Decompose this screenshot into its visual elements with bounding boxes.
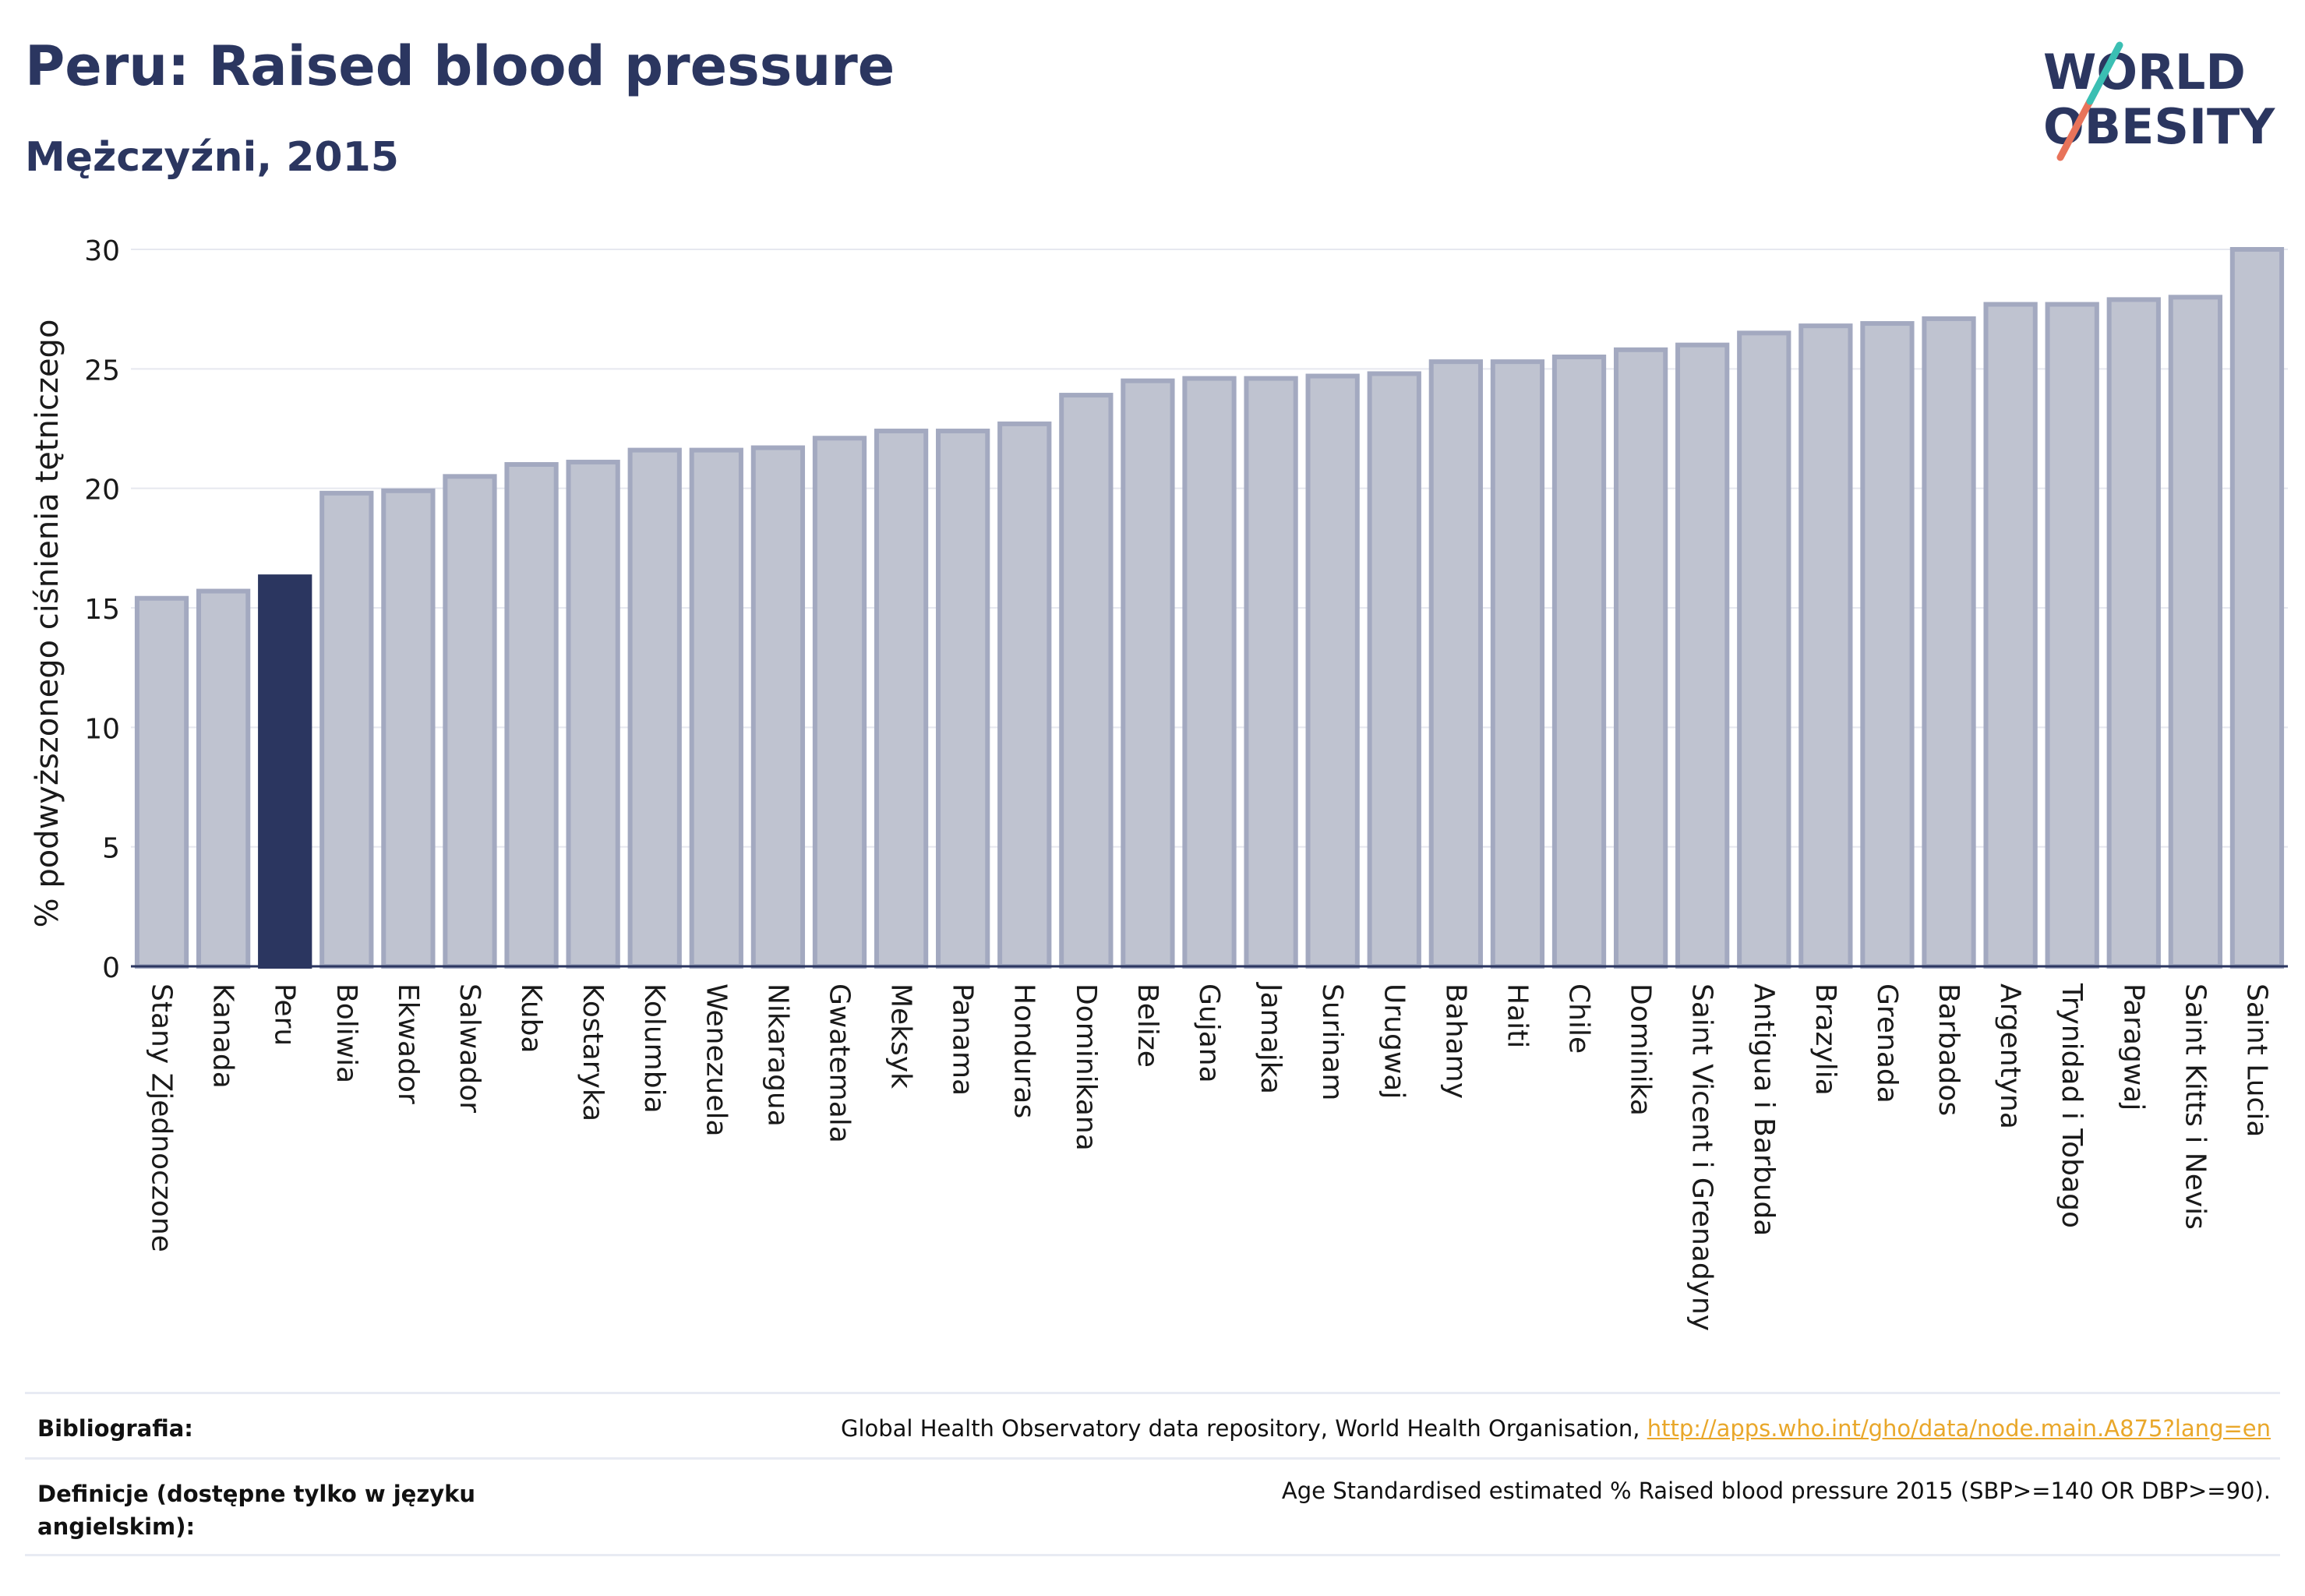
- x-tick-label: Bahamy: [1439, 983, 1471, 1099]
- definitions-label: Definicje (dostępne tylko w języku angie…: [37, 1481, 476, 1540]
- x-tick-label: Dominika: [1625, 983, 1657, 1116]
- bibliography-text: Global Health Observatory data repositor…: [840, 1415, 1640, 1442]
- x-tick-label: Wenezuela: [700, 983, 732, 1137]
- bar: [1490, 359, 1545, 969]
- bar: [2229, 247, 2285, 969]
- x-tick-label: Kuba: [515, 983, 547, 1054]
- bar: [1983, 302, 2038, 969]
- bar: [2168, 295, 2223, 969]
- bar: [1428, 359, 1483, 969]
- x-tick-label: Saint Lucia: [2240, 983, 2272, 1137]
- bar: [627, 447, 682, 969]
- y-tick-label: 15: [84, 594, 120, 626]
- bar: [566, 459, 620, 969]
- footer-divider-middle: [25, 1457, 2280, 1460]
- bar: [258, 574, 312, 969]
- bar: [1121, 378, 1175, 969]
- x-tick-label: Surinam: [1316, 983, 1348, 1100]
- y-tick-label: 5: [102, 833, 120, 865]
- x-tick-label: Peru: [269, 983, 301, 1046]
- bar: [874, 429, 929, 969]
- x-tick-label: Haiti: [1501, 983, 1533, 1048]
- x-tick-label: Jamajka: [1255, 982, 1287, 1094]
- x-tick-label: Meksyk: [885, 983, 917, 1089]
- chart-subtitle: Mężczyźni, 2015: [25, 134, 399, 181]
- bar: [1737, 330, 1791, 969]
- bar: [381, 488, 436, 969]
- bar: [750, 445, 806, 969]
- bar: [1798, 323, 1853, 969]
- bar: [134, 595, 189, 969]
- chart-title: Peru: Raised blood pressure: [25, 34, 895, 98]
- y-tick-label: 30: [84, 235, 120, 267]
- x-tick-label: Saint Kitts i Nevis: [2179, 983, 2211, 1230]
- x-tick-label: Argentyna: [1994, 983, 2026, 1129]
- footer-divider-bottom: [25, 1554, 2280, 1556]
- bar-chart: 0 5 10 15 20 25 30 Stany Zjednoczone Kanada Peru B…: [30, 235, 2288, 1331]
- bar: [812, 436, 867, 969]
- x-tick-label: Dominikana: [1070, 983, 1102, 1151]
- bar: [1182, 376, 1237, 969]
- x-tick-label: Gwatemala: [823, 983, 855, 1143]
- bar: [196, 588, 251, 969]
- bar: [1922, 316, 1976, 969]
- x-tick-label: Kostaryka: [577, 983, 609, 1121]
- x-tick-label: Honduras: [1008, 983, 1040, 1118]
- x-tick-label: Grenada: [1871, 983, 1903, 1103]
- bar: [1551, 355, 1607, 969]
- x-tick-label: Salwador: [454, 983, 485, 1113]
- bar: [689, 447, 743, 969]
- x-tick-label: Ekwador: [392, 983, 424, 1104]
- x-tick-label: Antigua i Barbuda: [1748, 983, 1780, 1236]
- x-tick-label: Kanada: [207, 983, 239, 1089]
- logo-line1: WORLD: [2043, 44, 2246, 101]
- axes: 0 5 10 15 20 25 30 Stany Zjednoczone Kanada Peru B…: [84, 235, 2288, 1331]
- bibliography-label: Bibliografia:: [37, 1415, 193, 1442]
- bibliography-value: Global Health Observatory data repositor…: [841, 1415, 2271, 1442]
- y-tick-label: 10: [84, 713, 120, 745]
- y-tick-label: 20: [84, 475, 120, 507]
- x-tick-label: Panama: [947, 983, 979, 1096]
- logo-line2: OBESITY: [2043, 98, 2275, 155]
- x-tick-label: Gujana: [1193, 983, 1225, 1083]
- bar: [1675, 342, 1730, 969]
- bar: [997, 421, 1052, 969]
- x-tick-label: Belize: [1131, 983, 1163, 1068]
- bar: [1244, 376, 1298, 969]
- bar: [443, 474, 497, 969]
- x-tick-label: Stany Zjednoczone: [146, 983, 178, 1252]
- x-tick-label: Chile: [1563, 983, 1595, 1054]
- bar: [504, 462, 559, 969]
- logo-slash-lower: [2056, 97, 2094, 161]
- y-tick-label: 25: [84, 355, 120, 387]
- bar: [1059, 393, 1114, 969]
- bars: [134, 247, 2285, 969]
- bar: [1367, 371, 1421, 969]
- x-tick-label: Nikaragua: [761, 983, 793, 1127]
- x-tick-label: Brazylia: [1809, 983, 1841, 1096]
- y-axis-label: % podwyższonego ciśnienia tętniczego: [30, 320, 65, 928]
- x-tick-label: Trynidad i Tobago: [2056, 983, 2088, 1228]
- x-tick-label: Boliwia: [330, 983, 362, 1083]
- bar: [1613, 347, 1668, 969]
- bar: [2106, 297, 2161, 969]
- definitions-value: Age Standardised estimated % Raised bloo…: [1281, 1478, 2271, 1504]
- bar: [1860, 321, 1915, 969]
- bar: [319, 490, 374, 969]
- bar: [2045, 302, 2099, 969]
- bar: [936, 429, 990, 969]
- bibliography-link[interactable]: http://apps.who.int/gho/data/node.main.A…: [1647, 1415, 2271, 1442]
- footer-divider-top: [25, 1392, 2280, 1394]
- x-tick-label: Urugwaj: [1378, 983, 1410, 1099]
- x-tick-label: Kolumbia: [638, 983, 670, 1114]
- logo-slash-upper: [2086, 41, 2123, 105]
- y-tick-label: 0: [102, 952, 120, 984]
- x-tick-label: Paragwaj: [2117, 983, 2149, 1110]
- world-obesity-logo: WORLD OBESITY: [2043, 41, 2275, 161]
- bar: [1305, 373, 1360, 969]
- x-tick-label: Saint Vicent i Grenadyny: [1686, 983, 1718, 1331]
- x-tick-label: Barbados: [1933, 983, 1964, 1116]
